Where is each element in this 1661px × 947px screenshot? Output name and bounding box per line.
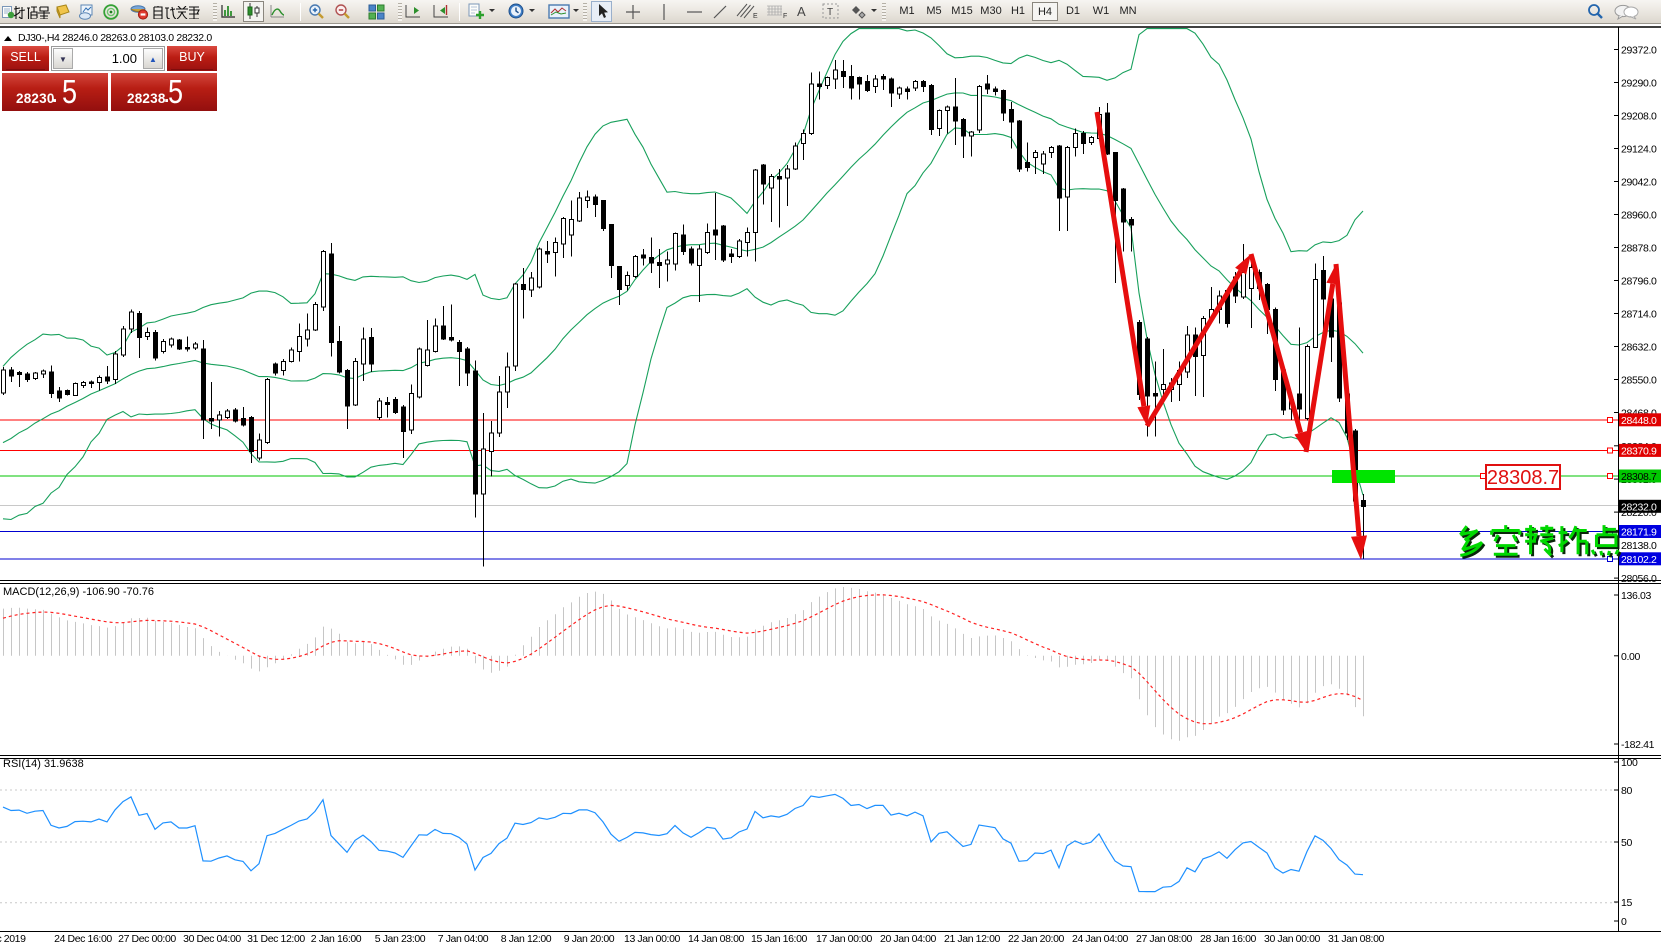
svg-text:31 Jan 08:00: 31 Jan 08:00 [1328,933,1384,945]
svg-text:28714.0: 28714.0 [1621,309,1657,321]
svg-text:27 Jan 08:00: 27 Jan 08:00 [1136,933,1192,945]
svg-text:-182.41: -182.41 [1621,739,1655,751]
svg-text:100: 100 [1621,757,1638,769]
svg-text:24 Dec 16:00: 24 Dec 16:00 [54,933,112,945]
svg-text:7 Jan 04:00: 7 Jan 04:00 [438,933,489,945]
svg-text:5 Jan 23:00: 5 Jan 23:00 [375,933,426,945]
svg-text:28056.0: 28056.0 [1621,573,1657,585]
svg-text:28 Jan 16:00: 28 Jan 16:00 [1200,933,1256,945]
svg-text:30 Dec 04:00: 30 Dec 04:00 [183,933,241,945]
svg-text:29290.0: 29290.0 [1621,78,1657,90]
svg-text:28960.0: 28960.0 [1621,210,1657,222]
svg-text:20 Jan 04:00: 20 Jan 04:00 [880,933,936,945]
svg-text:28102.2: 28102.2 [1621,554,1657,566]
svg-text:30 Jan 00:00: 30 Jan 00:00 [1264,933,1320,945]
svg-text:31 Dec 12:00: 31 Dec 12:00 [247,933,305,945]
svg-text:21 Jan 12:00: 21 Jan 12:00 [944,933,1000,945]
svg-text:RSI(14) 31.9638: RSI(14) 31.9638 [3,758,84,770]
svg-text:28308.7: 28308.7 [1621,471,1657,483]
svg-text:28232.0: 28232.0 [1621,501,1657,513]
svg-text:DJ30-,H4 28246.0 28263.0 2810: DJ30-,H4 28246.0 28263.0 28103.0 28232.0 [18,32,212,44]
svg-text:28308.7: 28308.7 [1487,467,1559,489]
svg-text:28878.0: 28878.0 [1621,243,1657,255]
svg-text:22 Jan 20:00: 22 Jan 20:00 [1008,933,1064,945]
svg-text:E: E [753,13,758,20]
svg-text:29372.0: 29372.0 [1621,45,1657,57]
svg-text:T: T [827,7,833,18]
svg-text:14 Jan 08:00: 14 Jan 08:00 [688,933,744,945]
svg-text:28448.0: 28448.0 [1621,415,1657,427]
svg-text:50: 50 [1621,837,1632,849]
svg-text:F: F [783,13,787,20]
svg-text:28370.9: 28370.9 [1621,445,1657,457]
svg-text:MACD(12,26,9) -106.90 -70.76: MACD(12,26,9) -106.90 -70.76 [3,586,154,598]
svg-text:29124.0: 29124.0 [1621,144,1657,156]
svg-text:9 Jan 20:00: 9 Jan 20:00 [564,933,615,945]
svg-text:24 Jan 04:00: 24 Jan 04:00 [1072,933,1128,945]
svg-text:29042.0: 29042.0 [1621,177,1657,189]
svg-text:28632.0: 28632.0 [1621,342,1657,354]
svg-text:28138.0: 28138.0 [1621,540,1657,552]
svg-text:0.00: 0.00 [1621,651,1641,663]
svg-text:136.03: 136.03 [1621,590,1652,602]
svg-text:27 Dec 00:00: 27 Dec 00:00 [118,933,176,945]
svg-text:28796.0: 28796.0 [1621,276,1657,288]
svg-text:29208.0: 29208.0 [1621,111,1657,123]
svg-text:15: 15 [1621,897,1632,909]
svg-text:17 Jan 00:00: 17 Jan 00:00 [816,933,872,945]
svg-text:15 Jan 16:00: 15 Jan 16:00 [751,933,807,945]
svg-text:28171.9: 28171.9 [1621,527,1657,539]
svg-text:28550.0: 28550.0 [1621,375,1657,387]
svg-text:8 Jan 12:00: 8 Jan 12:00 [501,933,552,945]
svg-text:13 Jan 00:00: 13 Jan 00:00 [624,933,680,945]
svg-text:0: 0 [1621,916,1627,928]
svg-text:23 Dec 2019: 23 Dec 2019 [0,933,26,945]
svg-text:80: 80 [1621,785,1632,797]
svg-text:2 Jan 16:00: 2 Jan 16:00 [311,933,362,945]
